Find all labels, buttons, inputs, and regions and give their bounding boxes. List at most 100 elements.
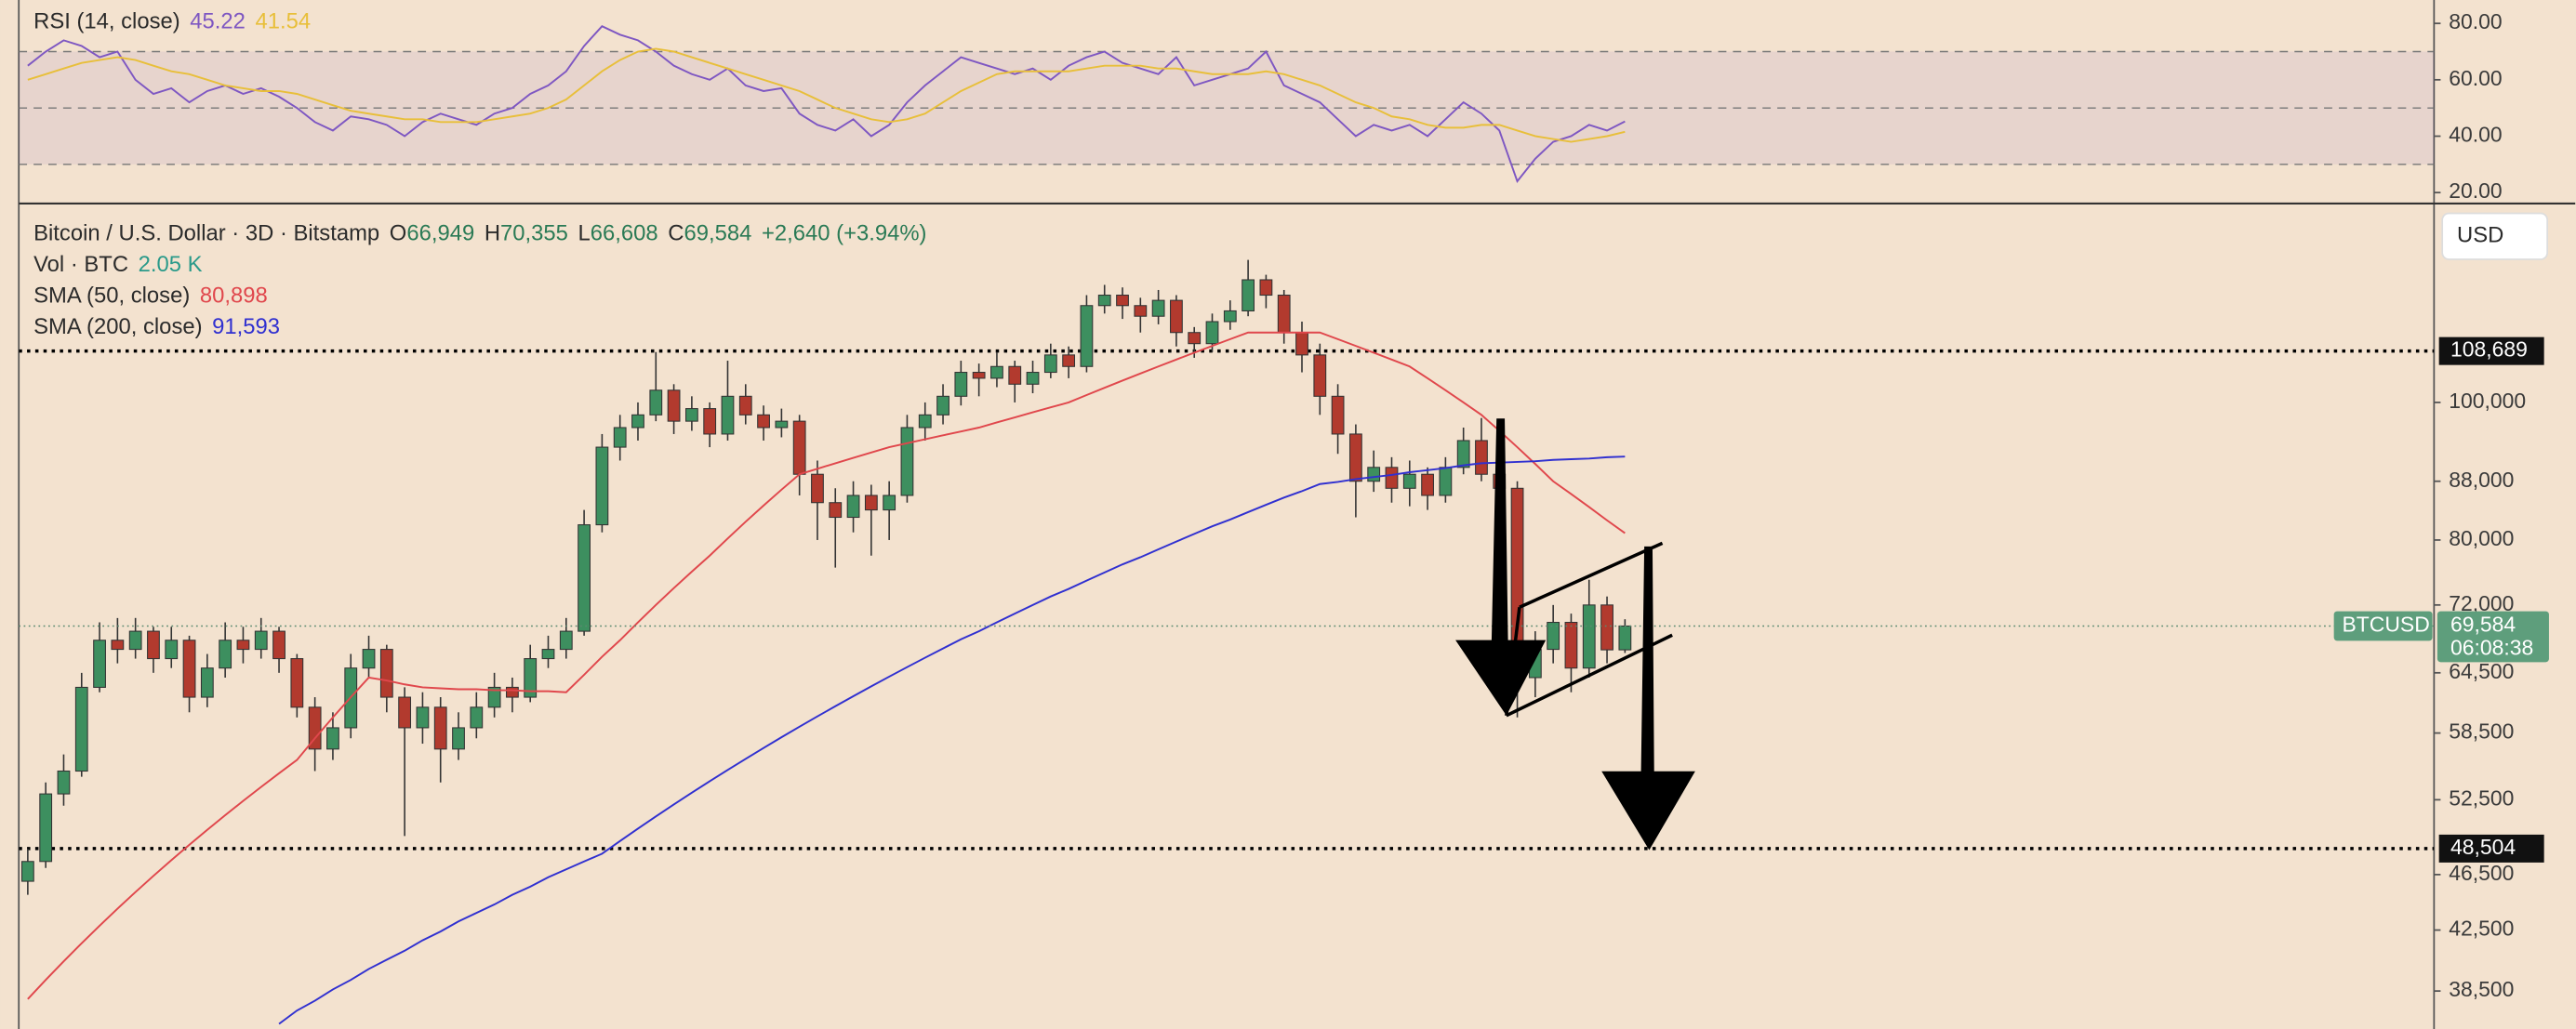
sma-name: SMA (200, close) [33, 314, 202, 339]
rsi-title: RSI (14, close) [33, 9, 180, 34]
y-tick-label: 42,500 [2449, 917, 2514, 941]
y-tick-label: 52,500 [2449, 785, 2514, 810]
ohlc-value: 66,608 [591, 221, 658, 246]
candle-body [1188, 332, 1202, 345]
change: +2,640 (+3.94%) [762, 221, 927, 246]
rsi-pane [19, 25, 2435, 183]
candle-body [1295, 332, 1308, 356]
candle-body [936, 395, 949, 416]
candle-body [272, 630, 285, 660]
candle-body [1170, 299, 1183, 334]
candle-body [1080, 305, 1094, 367]
candle-body [864, 495, 878, 511]
candle-body [470, 706, 484, 729]
candle-body [1043, 354, 1057, 374]
y-tick-label: 88,000 [2449, 468, 2514, 492]
ohlc-value: 70,355 [500, 221, 568, 246]
rsi-legend: RSI (14, close) 45.22 41.54 [33, 9, 311, 34]
candle-body [1367, 467, 1381, 482]
candle-body [1134, 305, 1148, 317]
level-label: 108,689 [2450, 337, 2528, 362]
y-tick-label: 46,500 [2449, 861, 2514, 885]
candle-body [1026, 372, 1040, 385]
candle-body [972, 372, 986, 379]
candle-body [684, 408, 698, 422]
down-arrow [1455, 418, 1547, 716]
ohlc-letter: C [668, 221, 684, 246]
ohlc-letter: L [578, 221, 591, 246]
last-price-box [2437, 611, 2549, 663]
candle-body [254, 630, 268, 651]
candle-body [416, 706, 430, 729]
sma-legend: SMA (200, close) 91,593 [33, 314, 280, 339]
candle-body [1242, 279, 1255, 311]
candle-body [1097, 294, 1111, 307]
y-tick-label: 38,500 [2449, 977, 2514, 1001]
candle-body [1582, 604, 1596, 669]
currency-button[interactable] [2441, 212, 2549, 260]
sma-value: 80,898 [200, 284, 268, 309]
candle-body [649, 389, 663, 416]
candle-body [1062, 354, 1076, 367]
symbol-title: Bitcoin / U.S. Dollar · 3D · Bitstamp [33, 221, 379, 246]
channel-line [1519, 541, 1664, 609]
candle-body [1421, 473, 1434, 496]
down-arrow [1601, 546, 1695, 851]
candle-body [1456, 440, 1470, 468]
price-pane [19, 259, 2435, 1025]
candle-body [308, 706, 322, 750]
channel-line [1505, 607, 1521, 716]
candle-body [219, 640, 232, 669]
candle-body [1116, 294, 1129, 307]
y-tick-label: 20.00 [2449, 178, 2502, 203]
candle-body [631, 414, 644, 429]
candle-body [667, 389, 681, 422]
drawings [1455, 418, 1695, 851]
candle-body [1547, 622, 1560, 651]
candle-body [236, 640, 250, 651]
candle-body [147, 630, 160, 660]
last-price-label: 69,584 [2450, 613, 2516, 637]
candle-body [39, 793, 53, 863]
symbol-legend: Bitcoin / U.S. Dollar · 3D · Bitstamp O66… [33, 221, 926, 246]
candle-body [829, 502, 843, 519]
candle-body [1151, 299, 1165, 317]
y-tick-label: 80.00 [2449, 9, 2502, 33]
candle-body [487, 686, 501, 708]
candle-body [721, 395, 735, 435]
candle-body [883, 495, 896, 511]
y-tick-label: 80,000 [2449, 526, 2514, 550]
candle-body [1313, 354, 1327, 397]
candle-body [1564, 622, 1578, 669]
candle-body [1475, 440, 1488, 475]
candle-body [362, 649, 376, 669]
volume-name: Vol · BTC [33, 252, 128, 277]
y-tick-label: 40.00 [2449, 123, 2502, 147]
rsi-line [27, 47, 1626, 143]
candle-body [757, 414, 770, 429]
candle-body [290, 658, 304, 708]
sma-value: 91,593 [212, 314, 280, 339]
candle-body [165, 640, 179, 660]
candle-body [559, 630, 573, 651]
candle-body [1348, 433, 1362, 482]
candle-body [900, 427, 914, 496]
rsi-ma-value: 41.54 [256, 9, 312, 34]
currency-label[interactable]: USD [2457, 223, 2503, 248]
level-label-box [2438, 336, 2544, 365]
sma-line [278, 455, 1626, 1025]
symbol-label: BTCUSD [2342, 613, 2429, 637]
ohlc-letter: O [390, 221, 407, 246]
candle-body [1277, 294, 1291, 334]
ohlc-value: 66,949 [406, 221, 474, 246]
y-tick-label: 64,500 [2449, 659, 2514, 683]
candle-body [1223, 310, 1237, 323]
rsi-line [27, 25, 1626, 183]
candle-body [1205, 321, 1219, 345]
candle-body [954, 372, 968, 397]
candle-body [128, 630, 142, 651]
candle-body [1439, 467, 1453, 496]
